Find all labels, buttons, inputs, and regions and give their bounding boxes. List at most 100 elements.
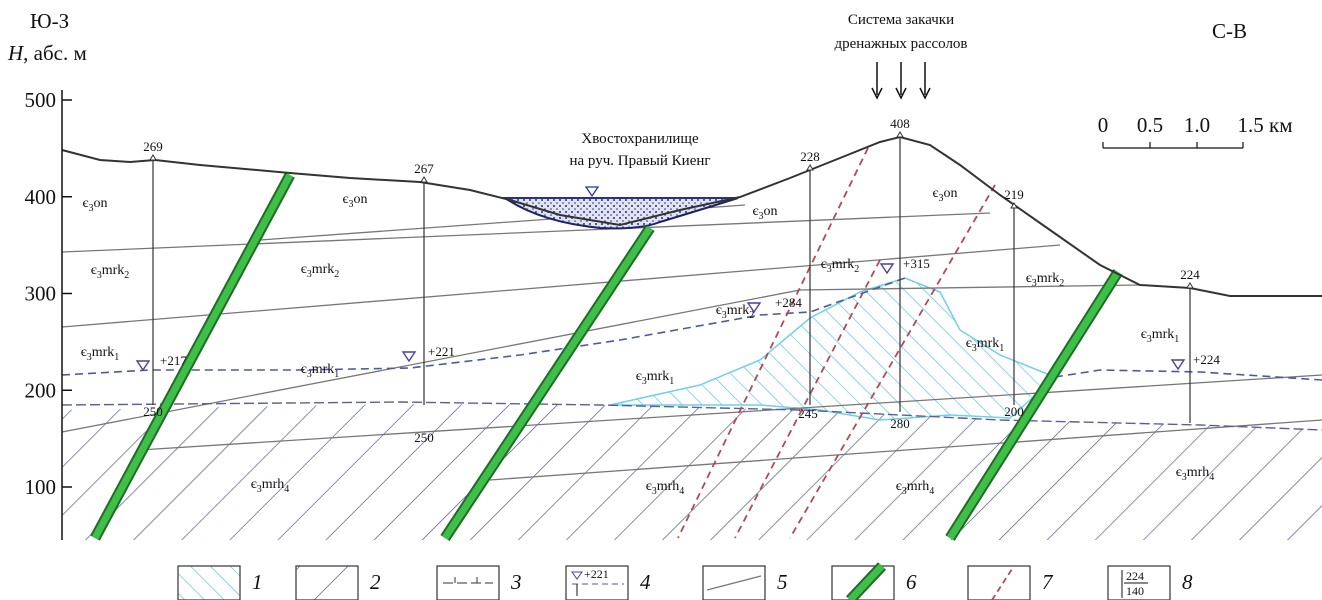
pond-level-mark <box>584 186 600 198</box>
water-level: +224 <box>1193 352 1220 367</box>
formation-index: 2 <box>749 310 754 321</box>
formation-suite: mrk <box>647 369 670 384</box>
formation-age: 3 <box>827 264 832 275</box>
scale-label: 1.5 км <box>1238 113 1293 137</box>
well-bottom: 200 <box>1004 404 1024 419</box>
formation-label: є3mrk2 <box>716 303 755 321</box>
formation-symbol: є <box>966 336 972 351</box>
formation-symbol: є <box>91 263 97 278</box>
y-tick-label: 400 <box>25 185 57 209</box>
well-elevation: 224 <box>1180 267 1200 282</box>
water-level: +217 <box>160 353 187 368</box>
well-bottom: 280 <box>890 416 910 431</box>
injection-line-1: Система закачки <box>848 12 954 28</box>
scale-label: 0 <box>1098 113 1109 137</box>
water-table-east <box>1054 369 1322 381</box>
formation-age: 3 <box>257 484 262 495</box>
formation-suite: mrk <box>312 362 335 377</box>
y-tick-label: 300 <box>25 282 57 306</box>
formation-index: 2 <box>124 270 129 281</box>
injection-line-2: дренажных рассолов <box>834 36 967 52</box>
legend-number: 1 <box>252 570 263 594</box>
legend-number: 3 <box>510 570 522 594</box>
water-table <box>61 277 906 376</box>
well-head <box>420 176 428 183</box>
scale-label: 1.0 <box>1184 113 1210 137</box>
formation-symbol: є <box>251 477 257 492</box>
well-elevation: 267 <box>414 161 434 176</box>
formation-symbol: є <box>1176 465 1182 480</box>
formation-index: 1 <box>669 376 674 387</box>
legend-sample-label: 140 <box>1126 584 1144 598</box>
formation-suite: mrh <box>1187 465 1210 480</box>
tailings-line-2: на руч. Правый Киенг <box>569 153 710 169</box>
formation-suite: mrh <box>262 477 285 492</box>
formation-age: 3 <box>97 270 102 281</box>
well-head <box>896 131 904 138</box>
formation-symbol: є <box>81 345 87 360</box>
formation-age: 3 <box>349 199 354 210</box>
y-tick-label: 100 <box>25 475 57 499</box>
legend-box <box>295 565 359 600</box>
left-direction: Ю-З <box>30 9 69 33</box>
formation-label: є3mrk1 <box>1141 327 1180 345</box>
formation-label: є3mrh4 <box>251 477 290 495</box>
right-direction: С-В <box>1212 19 1247 43</box>
formation-label: є3mrk2 <box>91 263 130 281</box>
basement-hatch <box>62 404 1322 540</box>
formation-age: 3 <box>87 352 92 363</box>
well-bottom: 245 <box>798 406 818 421</box>
formation-age: 3 <box>972 343 977 354</box>
contact-line <box>61 401 1322 431</box>
formation-index: 2 <box>854 264 859 275</box>
formation-label: є3mrk2 <box>821 257 860 275</box>
level-mark <box>879 263 895 275</box>
formation-age: 3 <box>902 486 907 497</box>
formation-index: 4 <box>929 486 934 497</box>
legend-sample <box>991 565 1015 600</box>
formation-index: 1 <box>1174 334 1179 345</box>
formation-symbol: є <box>821 257 827 272</box>
axis-symbol: H <box>7 41 25 65</box>
formation-age: 3 <box>1182 472 1187 483</box>
formation-index: 2 <box>1059 278 1064 289</box>
scale-label: 0.5 <box>1137 113 1163 137</box>
formation-label: є3mrk1 <box>966 336 1005 354</box>
well-elevation: 408 <box>890 116 910 131</box>
formation-suite: mrk <box>102 263 125 278</box>
formation-age: 3 <box>307 369 312 380</box>
legend-number: 8 <box>1182 570 1193 594</box>
well-elevation: 219 <box>1004 187 1024 202</box>
formation-label: є3mrk1 <box>636 369 675 387</box>
formation-symbol: є <box>636 369 642 384</box>
legend-box <box>177 565 241 600</box>
legend-box <box>967 565 1031 600</box>
injection-arrows <box>871 62 931 100</box>
formation-index: 4 <box>1209 472 1214 483</box>
formation-label: є3on <box>342 192 367 210</box>
y-tick-label: 500 <box>25 88 57 112</box>
y-tick-label: 200 <box>25 378 57 402</box>
formation-symbol: є <box>1026 271 1032 286</box>
level-mark <box>135 360 151 372</box>
formation-symbol: є <box>342 192 348 207</box>
legend-number: 7 <box>1042 570 1054 594</box>
formation-symbol: є <box>301 362 307 377</box>
water-level: +221 <box>428 344 455 359</box>
formation-suite: mrk <box>832 257 855 272</box>
formation-symbol: є <box>646 479 652 494</box>
legend-number: 2 <box>370 570 381 594</box>
well-bottom: 250 <box>143 404 163 419</box>
axis-unit: , абс. м <box>23 41 87 65</box>
formation-symbol: є <box>932 186 938 201</box>
legend-number: 4 <box>640 570 651 594</box>
formation-symbol: є <box>1141 327 1147 342</box>
formation-suite: mrk <box>1037 271 1060 286</box>
formation-symbol: є <box>82 196 88 211</box>
level-mark <box>746 302 762 314</box>
formation-symbol: є <box>752 204 758 219</box>
tailings-line-1: Хвостохранилище <box>581 131 699 147</box>
well-head <box>806 164 814 171</box>
